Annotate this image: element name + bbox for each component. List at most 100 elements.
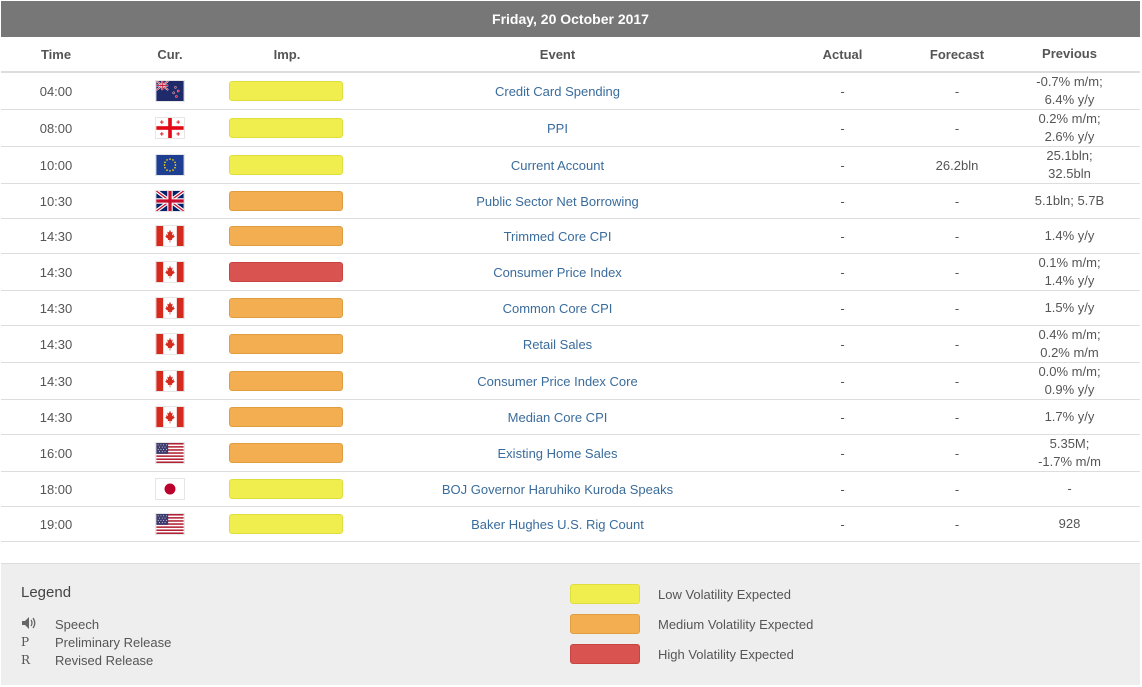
forecast-cell: - [954, 300, 960, 316]
event-link[interactable]: Trimmed Core CPI [503, 228, 612, 244]
importance-bar-med [229, 371, 343, 391]
currency-cell [111, 190, 229, 212]
currency-cell [111, 297, 229, 319]
legend-revised-label: Revised Release [55, 652, 154, 668]
event-link[interactable]: Public Sector Net Borrowing [476, 193, 639, 209]
low-volatility-label: Low Volatility Expected [658, 586, 791, 602]
importance-bar-low [229, 118, 343, 138]
previous-cell: 1.4% y/y [999, 227, 1140, 245]
actual-cell: - [840, 264, 845, 280]
actual-cell: - [840, 83, 845, 99]
legend-speech-label: Speech [55, 616, 100, 632]
table-row: 10:30 Public Sector Net Borrowing - - 5.1bln… [1, 184, 1140, 219]
currency-cell [111, 370, 229, 392]
col-actual-header: Actual [822, 46, 863, 62]
forecast-cell: - [954, 264, 960, 280]
table-row: 10:00 Current Account - 26.2bln 25.1bln; 32.5… [1, 147, 1140, 184]
event-cell: Credit Card Spending [345, 84, 770, 99]
event-cell: Baker Hughes U.S. Rig Count [345, 517, 770, 532]
high-volatility-swatch [570, 644, 640, 664]
actual-cell: - [840, 300, 845, 316]
revised-symbol: R [21, 653, 31, 667]
previous-cell: 0.2% m/m; 2.6% y/y [999, 110, 1140, 146]
table-header: Time Cur. Imp. Event Actual Forecast Pre… [1, 37, 1140, 73]
previous-value-line: 1.4% y/y [1044, 273, 1095, 288]
event-link[interactable]: BOJ Governor Haruhiko Kuroda Speaks [441, 481, 674, 497]
previous-value-line: 1.5% y/y [1044, 300, 1095, 315]
actual-cell: - [840, 373, 845, 389]
forecast-cell: 26.2bln [935, 157, 979, 173]
actual-cell: - [840, 481, 845, 497]
event-link[interactable]: PPI [547, 120, 568, 136]
time-cell: 14:30 [39, 264, 73, 280]
previous-value-line: 2.6% y/y [1044, 129, 1095, 144]
previous-cell: 0.0% m/m; 0.9% y/y [999, 363, 1140, 399]
importance-cell [229, 407, 345, 427]
importance-bar-med [229, 191, 343, 211]
previous-cell: 5.1bln; 5.7B [999, 192, 1140, 210]
event-link[interactable]: Current Account [510, 157, 605, 173]
event-cell: Common Core CPI [345, 301, 770, 316]
event-cell: Current Account [345, 158, 770, 173]
importance-bar-low [229, 155, 343, 175]
flag-us-icon [155, 442, 185, 464]
event-cell: Trimmed Core CPI [345, 229, 770, 244]
flag-ca-icon [155, 297, 185, 319]
previous-value-line: 0.2% m/m; [1038, 111, 1101, 126]
event-link[interactable]: Baker Hughes U.S. Rig Count [471, 516, 644, 532]
importance-cell [229, 334, 345, 354]
table-row: 14:30 Median Core CPI - - 1.7% y/y [1, 400, 1140, 435]
time-cell: 10:30 [39, 193, 73, 209]
legend-speech: Speech [21, 615, 99, 633]
importance-bar-low [229, 514, 343, 534]
currency-cell [111, 513, 229, 535]
importance-cell [229, 479, 345, 499]
previous-value-line: 0.2% m/m [1040, 345, 1099, 360]
actual-cell: - [840, 445, 845, 461]
col-previous-header: Previous [1042, 46, 1097, 61]
actual-cell: - [840, 157, 845, 173]
importance-cell [229, 118, 345, 138]
forecast-cell: - [954, 409, 960, 425]
currency-cell [111, 406, 229, 428]
legend-preliminary: P Preliminary Release [21, 633, 171, 651]
event-link[interactable]: Existing Home Sales [497, 445, 618, 461]
legend-title: Legend [21, 584, 72, 601]
event-link[interactable]: Common Core CPI [502, 300, 613, 316]
event-link[interactable]: Credit Card Spending [494, 83, 621, 99]
time-cell: 10:00 [39, 157, 73, 173]
previous-cell: -0.7% m/m; 6.4% y/y [999, 73, 1140, 109]
previous-value-line: 0.0% m/m; [1038, 364, 1101, 379]
flag-ca-icon [155, 406, 185, 428]
forecast-cell: - [954, 516, 960, 532]
importance-bar-med [229, 334, 343, 354]
time-cell: 19:00 [39, 516, 73, 532]
importance-cell [229, 298, 345, 318]
table-row: 08:00 PPI - - 0.2% m/m; 2.6% y/y [1, 110, 1140, 147]
forecast-cell: - [954, 120, 960, 136]
previous-value-line: 32.5bln [1048, 166, 1091, 181]
previous-value-line: -0.7% m/m; [1036, 74, 1103, 89]
event-link[interactable]: Consumer Price Index Core [477, 373, 638, 389]
currency-cell [111, 442, 229, 464]
event-link[interactable]: Retail Sales [522, 336, 593, 352]
previous-cell: 0.4% m/m; 0.2% m/m [999, 326, 1140, 362]
importance-cell [229, 226, 345, 246]
previous-value-line: 1.4% y/y [1044, 228, 1095, 243]
table-row: 14:30 Trimmed Core CPI - - 1.4% y/y [1, 219, 1140, 254]
previous-value-line: 0.9% y/y [1044, 382, 1095, 397]
currency-cell [111, 80, 229, 102]
col-importance-header: Imp. [273, 46, 301, 62]
event-link[interactable]: Consumer Price Index [493, 264, 622, 280]
flag-jp-icon [155, 478, 185, 500]
previous-value-line: - [1067, 481, 1072, 496]
time-cell: 18:00 [39, 481, 73, 497]
event-cell: Retail Sales [345, 337, 770, 352]
table-row: 16:00 Existing Home Sales - - 5.35M; -1.7% m/… [1, 435, 1140, 472]
flag-nz-icon [155, 80, 185, 102]
previous-value-line: 0.1% m/m; [1038, 255, 1101, 270]
previous-value-line: -1.7% m/m [1038, 454, 1101, 469]
importance-bar-med [229, 298, 343, 318]
event-link[interactable]: Median Core CPI [507, 409, 608, 425]
importance-cell [229, 155, 345, 175]
